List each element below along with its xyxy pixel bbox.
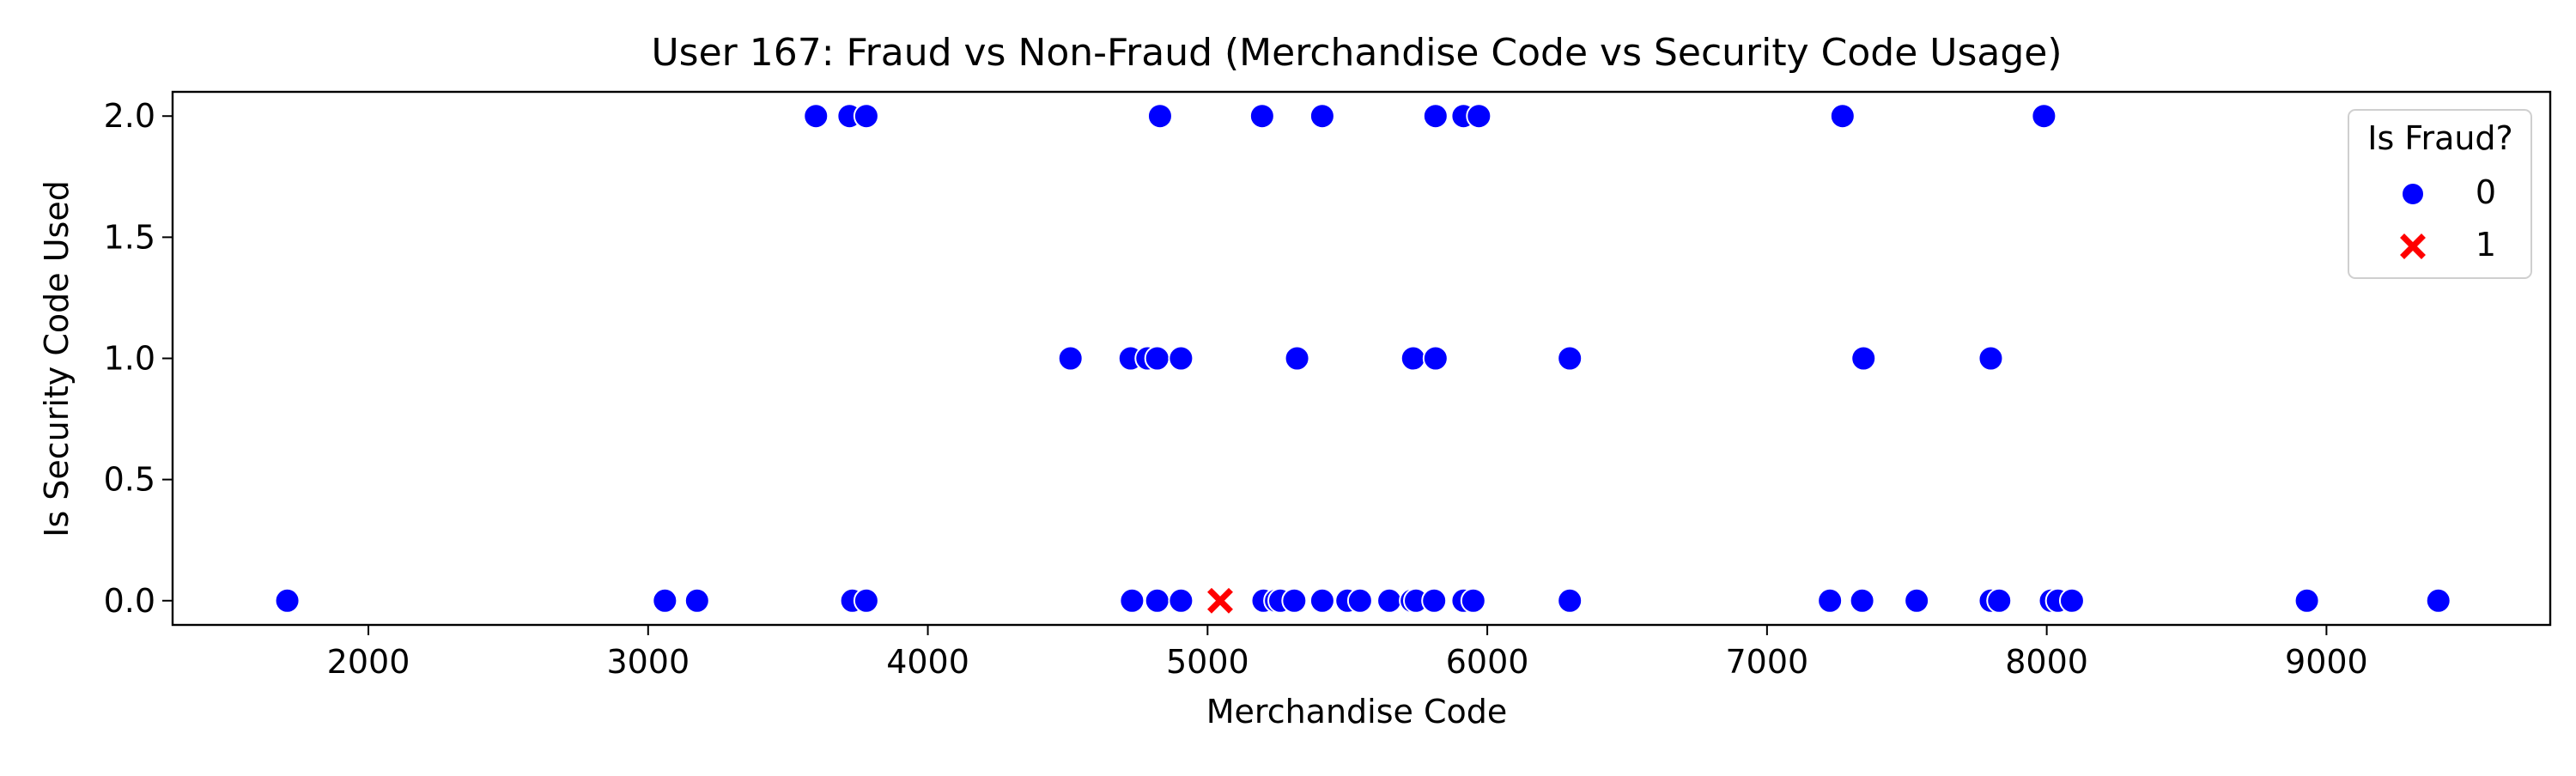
data-point	[803, 103, 829, 130]
legend-box	[2348, 109, 2532, 279]
legend-entry-0: 0	[2401, 173, 2496, 211]
legend-marker-circle	[2401, 182, 2425, 206]
y-axis-ticks: 0.0 0.5 1.0 1.5 2.0	[104, 97, 173, 620]
data-point	[2031, 103, 2057, 130]
data-point	[1309, 587, 1335, 614]
data-point	[1817, 587, 1844, 614]
data-point	[1904, 587, 1930, 614]
x-tick-label: 6000	[1446, 643, 1529, 681]
data-point	[853, 103, 879, 130]
data-point	[1421, 587, 1448, 614]
data-point	[1422, 345, 1449, 372]
data-point	[1168, 345, 1194, 372]
data-point	[683, 587, 710, 614]
x-axis-label: Merchandise Code	[1206, 693, 1508, 731]
x-tick-label: 5000	[1166, 643, 1249, 681]
data-point	[1376, 587, 1403, 614]
data-point	[1850, 345, 1877, 372]
data-point	[274, 587, 301, 614]
series-1-points	[1207, 587, 1233, 614]
legend-entry-1: 1	[2400, 226, 2496, 264]
legend-label-1: 1	[2476, 226, 2496, 264]
data-point	[1146, 103, 1173, 130]
series-0-points	[274, 103, 2451, 614]
x-tick-label: 3000	[606, 643, 690, 681]
y-tick-label: 1.0	[104, 340, 155, 378]
data-point	[2293, 587, 2320, 614]
x-axis-ticks: 2000 3000 4000 5000 6000 7000 8000 9000	[327, 625, 2368, 681]
data-point	[1284, 345, 1310, 372]
data-point	[2058, 587, 2085, 614]
data-point	[1978, 345, 2004, 372]
data-point	[1460, 587, 1486, 614]
data-point	[1168, 587, 1194, 614]
y-tick-label: 0.0	[104, 582, 155, 620]
legend-label-0: 0	[2476, 173, 2496, 211]
legend: Is Fraud? 0 1	[2348, 109, 2532, 279]
data-point	[1346, 587, 1373, 614]
x-tick-label: 8000	[2005, 643, 2088, 681]
legend-marker-x	[2400, 233, 2426, 259]
data-point	[1466, 103, 1492, 130]
data-point	[2425, 587, 2451, 614]
y-tick-label: 0.5	[104, 461, 155, 499]
data-point	[1829, 103, 1856, 130]
data-point	[1144, 587, 1170, 614]
chart-title: User 167: Fraud vs Non-Fraud (Merchandis…	[651, 31, 2062, 75]
legend-title: Is Fraud?	[2367, 119, 2512, 157]
data-point	[1557, 587, 1583, 614]
data-point	[1309, 103, 1335, 130]
data-point-fraud	[1207, 587, 1233, 614]
y-tick-label: 2.0	[104, 97, 155, 135]
data-point	[1557, 345, 1583, 372]
x-tick-label: 4000	[886, 643, 969, 681]
y-tick-label: 1.5	[104, 218, 155, 256]
data-point	[853, 587, 879, 614]
data-point	[1249, 103, 1275, 130]
plot-area	[171, 90, 2552, 627]
data-point	[1144, 345, 1170, 372]
x-tick-label: 9000	[2285, 643, 2368, 681]
data-point	[1422, 103, 1449, 130]
data-point	[1281, 587, 1308, 614]
data-point	[1986, 587, 2013, 614]
data-point	[652, 587, 678, 614]
x-tick-label: 2000	[327, 643, 410, 681]
data-point	[1119, 587, 1145, 614]
y-axis-label: Is Security Code Used	[38, 180, 76, 537]
data-point	[1849, 587, 1875, 614]
data-point	[1057, 345, 1084, 372]
x-tick-label: 7000	[1725, 643, 1808, 681]
plot-frame	[171, 90, 2552, 627]
data-point	[1400, 345, 1426, 372]
